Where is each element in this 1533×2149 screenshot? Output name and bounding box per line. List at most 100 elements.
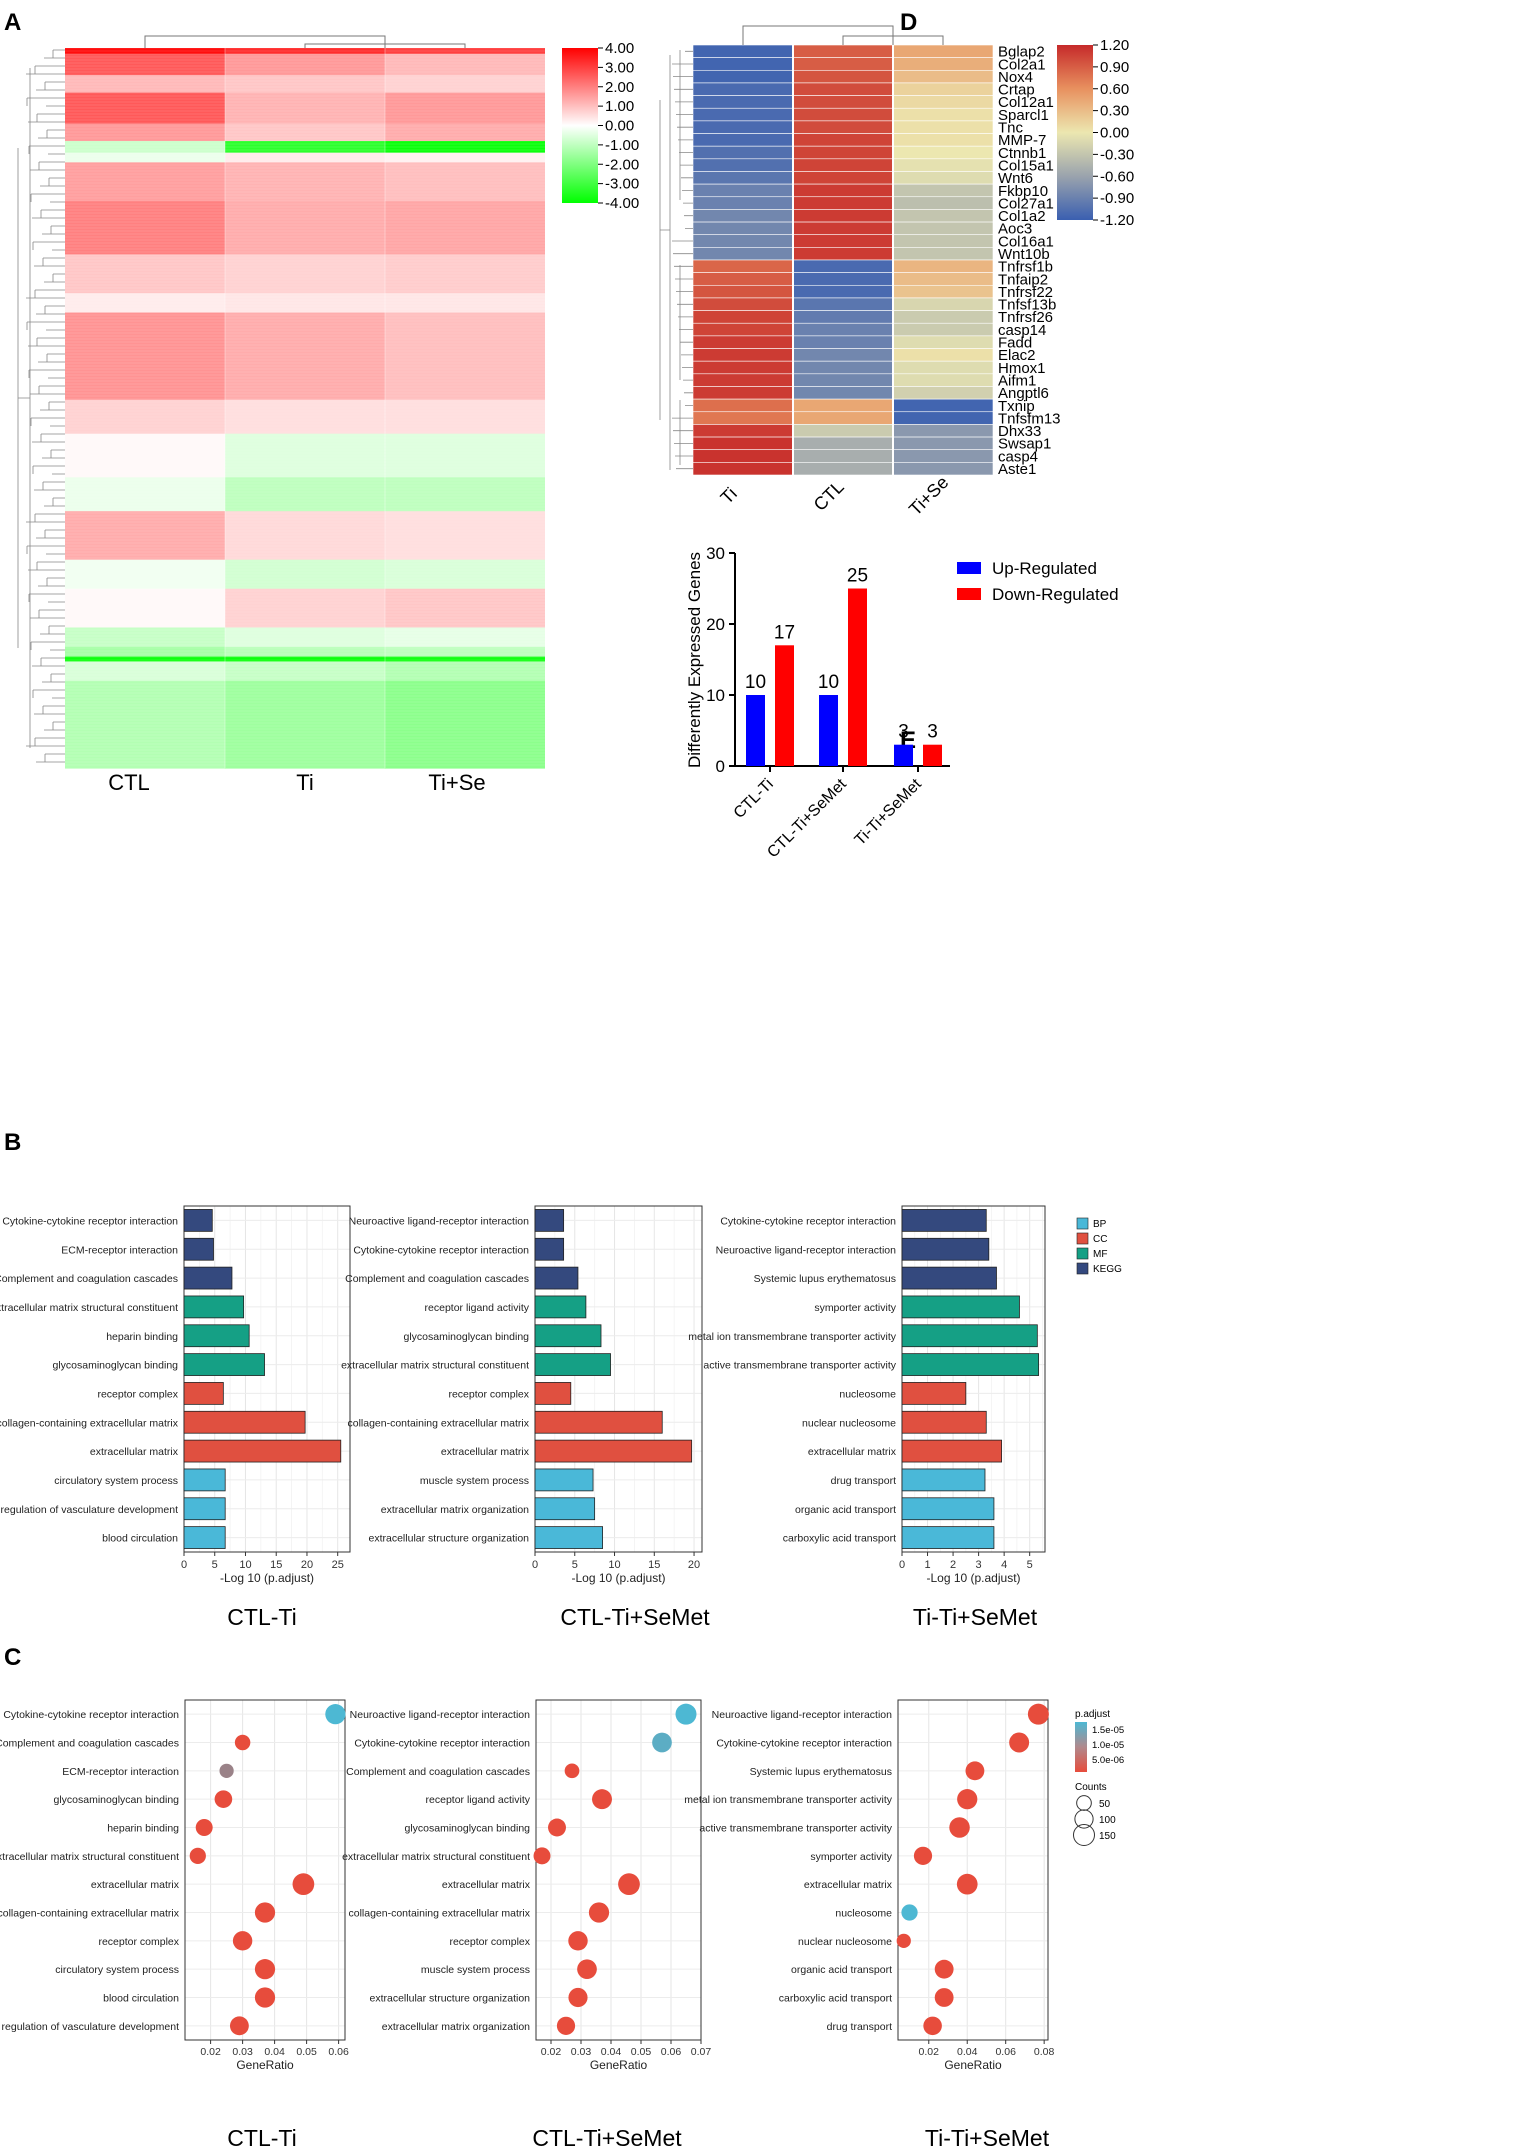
b-category-label: collagen-containing extracellular matrix <box>347 1417 529 1429</box>
heatmap-d-row-label: Col16a1 <box>998 233 1054 250</box>
heatmap-d-cell <box>692 57 794 71</box>
heatmap-d-cell <box>792 120 894 134</box>
heatmap-d-cell <box>792 335 894 349</box>
heatmap-a-cell <box>385 152 545 163</box>
heatmap-a-cell <box>385 254 545 294</box>
b-category-label: blood circulation <box>102 1533 178 1545</box>
heatmap-d-cell <box>792 411 894 425</box>
c-category-label: organic acid transport <box>791 1964 892 1976</box>
c-dot <box>292 1873 315 1896</box>
b-legend-swatch <box>1076 1247 1089 1260</box>
heatmap-a-cell <box>225 477 385 512</box>
heatmap-d-row-label: Elac2 <box>998 347 1036 364</box>
heatmap-d-row-label: Angptl6 <box>998 385 1049 402</box>
b-legend-swatch <box>1076 1262 1089 1275</box>
heatmap-d-cell <box>892 386 994 400</box>
heatmap-a-cell <box>385 661 545 682</box>
e-legend-swatch <box>957 562 981 574</box>
heatmap-d-row-label: Tnc <box>998 120 1024 137</box>
heatmap-d-cell <box>792 462 894 476</box>
heatmap-d-row-label: Col15a1 <box>998 158 1054 175</box>
c-panel-title: CTL-Ti <box>227 2125 296 2149</box>
heatmap-d-row-label: Tnfaip2 <box>998 271 1048 288</box>
b-bar <box>183 1526 226 1549</box>
heatmap-a-cell <box>225 511 385 561</box>
c-dot <box>568 1931 588 1951</box>
c-category-label: Neuroactive ligand-receptor interaction <box>712 1709 893 1721</box>
e-y-tick-label: 10 <box>706 686 725 705</box>
b-bar <box>183 1382 224 1405</box>
c-category-label: glycosaminoglycan binding <box>54 1794 180 1806</box>
b-x-tick-label: 5 <box>212 1559 218 1571</box>
heatmap-d-cell <box>692 120 794 134</box>
heatmap-d-cell <box>892 360 994 375</box>
b-bar <box>534 1497 596 1521</box>
c-x-tick-label: 0.08 <box>1034 2046 1055 2058</box>
heatmap-d-cell <box>692 196 794 210</box>
heatmap-d-cell <box>692 322 794 337</box>
heatmap-a-cell <box>225 433 385 478</box>
b-bar <box>901 1439 1002 1463</box>
c-category-label: drug transport <box>827 2021 892 2033</box>
b-category-label: regulation of vasculature development <box>1 1504 179 1516</box>
heatmap-d-cell <box>692 373 794 387</box>
colorbar-d-tick-label: -0.30 <box>1100 146 1134 163</box>
c-legend-size-circle <box>1073 1824 1095 1846</box>
heatmap-a-cell <box>65 254 225 294</box>
panel-letter-d: D <box>900 9 917 36</box>
heatmap-d-cell <box>692 133 794 147</box>
heatmap-d-cell <box>792 196 894 210</box>
heatmap-d-cell <box>792 348 894 362</box>
heatmap-d-row-label: Col2a1 <box>998 56 1046 73</box>
heatmap-d-cell <box>692 449 794 463</box>
heatmap-a-cell <box>385 201 545 256</box>
heatmap-a-cell <box>225 141 385 154</box>
colorbar-d-tick-label: -0.60 <box>1100 168 1134 185</box>
c-dot <box>564 1763 580 1779</box>
b-bar <box>901 1382 967 1405</box>
heatmap-d-cell <box>892 424 994 438</box>
b-x-axis-label: -Log 10 (p.adjust) <box>220 1571 314 1585</box>
c-dot <box>232 1931 253 1951</box>
b-bar <box>183 1468 226 1492</box>
heatmap-a-cell <box>65 680 225 769</box>
c-category-label: Neuroactive ligand-receptor interaction <box>350 1709 531 1721</box>
c-dot <box>957 1789 978 1810</box>
heatmap-d-cell <box>692 234 794 248</box>
panel-letter-c: C <box>4 1644 21 1671</box>
b-bar <box>183 1410 306 1434</box>
panel-b-bar-charts: Cytokine-cytokine receptor interaction EC… <box>0 1205 1122 1630</box>
c-x-axis-label: GeneRatio <box>944 2058 1002 2072</box>
heatmap-d-cell <box>692 297 794 311</box>
heatmap-d-row-label: Col27a1 <box>998 195 1054 212</box>
heatmap-a-cell <box>385 656 545 663</box>
heatmap-d-cell <box>792 44 894 58</box>
heatmap-d-cell <box>692 436 794 451</box>
heatmap-d-row-label: Txnip <box>998 398 1035 415</box>
b-x-tick-label: 0 <box>899 1559 905 1571</box>
heatmap-d-cell <box>692 69 794 84</box>
b-category-label: Complement and coagulation cascades <box>345 1273 529 1285</box>
heatmap-a-cell <box>385 92 545 125</box>
c-dot <box>254 1959 276 1980</box>
heatmap-a-cell <box>225 92 385 125</box>
b-bar <box>183 1237 214 1261</box>
c-category-label: extracellular matrix <box>91 1879 180 1891</box>
c-dot <box>1009 1732 1030 1753</box>
heatmap-d-cell <box>892 171 994 185</box>
heatmap-a-cell <box>225 646 385 658</box>
heatmap-d-cell <box>692 335 794 349</box>
b-category-label: Neuroactive ligand-receptor interaction <box>349 1215 530 1227</box>
heatmap-d-cell <box>692 411 794 425</box>
heatmap-a-cell <box>65 661 225 682</box>
heatmap-d-cell <box>692 107 794 122</box>
heatmap-d-cell <box>792 57 894 71</box>
b-category-label: drug transport <box>831 1475 896 1487</box>
heatmap-d-cell <box>692 209 794 223</box>
c-x-tick-label: 0.06 <box>995 2046 1016 2058</box>
b-x-tick-label: 5 <box>1027 1559 1033 1571</box>
b-bar <box>901 1209 987 1232</box>
heatmap-d-cell <box>692 310 794 324</box>
c-category-label: extracellular matrix <box>804 1879 893 1891</box>
e-bar-label: 3 <box>927 722 938 743</box>
